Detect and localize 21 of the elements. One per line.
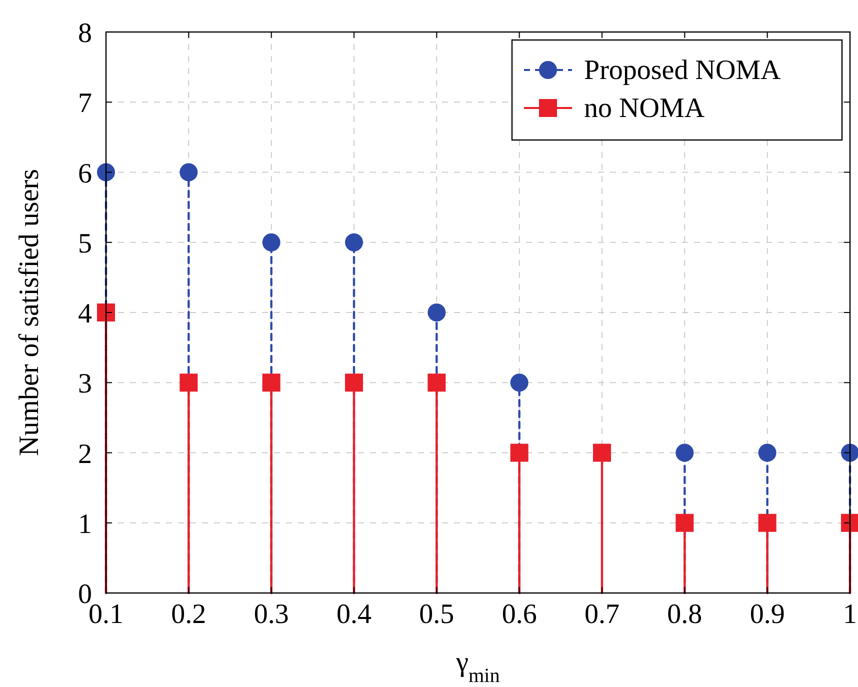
- y-axis-title: Number of satisfied users: [14, 169, 45, 456]
- y-tick-label: 3: [78, 368, 92, 400]
- x-tick-label: 0.6: [502, 599, 537, 630]
- y-tick-label: 5: [78, 228, 92, 260]
- x-axis-title: γ$_{min}$: [455, 647, 500, 687]
- x-tick-label: 0.8: [667, 599, 702, 630]
- y-tick-label: 1: [78, 508, 92, 540]
- x-tick-label: 1: [843, 599, 857, 630]
- x-tick-label: 0.3: [254, 599, 289, 630]
- y-tick-label: 6: [78, 158, 92, 190]
- legend-label: no NOMA: [584, 93, 706, 124]
- y-tick-label: 2: [78, 438, 92, 470]
- x-tick-label: 0.4: [336, 599, 372, 630]
- x-tick-label: 0.5: [419, 599, 454, 630]
- y-tick-label: 8: [78, 18, 92, 49]
- y-tick-label: 4: [78, 298, 92, 330]
- legend-label: Proposed NOMA: [584, 55, 782, 86]
- x-tick-label: 0.7: [584, 599, 620, 630]
- x-tick-label: 0.2: [171, 599, 206, 630]
- x-tick-label: 0.9: [750, 599, 785, 630]
- y-tick-label: 7: [78, 88, 92, 120]
